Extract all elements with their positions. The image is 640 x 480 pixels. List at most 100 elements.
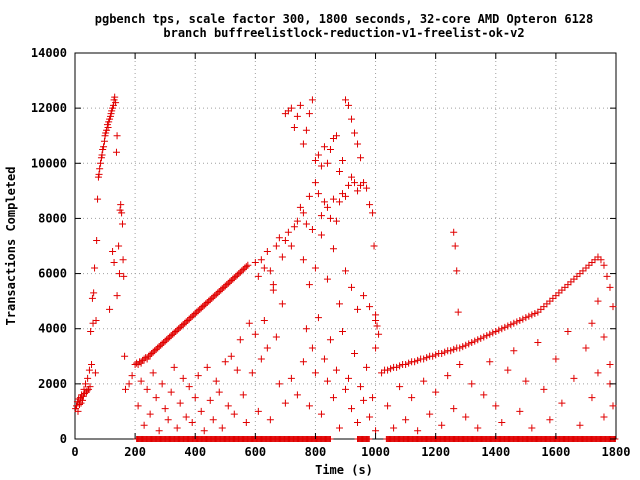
data-point (257, 256, 265, 264)
data-point (317, 162, 325, 170)
data-point (73, 402, 81, 410)
data-point (468, 339, 476, 346)
data-point (112, 148, 120, 156)
data-point (444, 372, 452, 380)
data-point (363, 363, 371, 371)
data-point (432, 388, 440, 396)
x-tick-label: 200 (124, 445, 146, 459)
data-point (88, 294, 96, 302)
data-point (320, 143, 328, 151)
data-point (372, 344, 380, 352)
data-point (405, 359, 413, 367)
plot-border (74, 52, 617, 440)
zero-band (133, 436, 619, 442)
data-point (387, 365, 395, 373)
data-point (317, 231, 325, 239)
data-point (263, 344, 271, 352)
data-point (104, 123, 112, 131)
data-point (161, 405, 169, 413)
data-point (293, 217, 301, 225)
data-point (320, 198, 328, 206)
data-point (600, 333, 608, 341)
data-point (393, 363, 401, 371)
data-point (224, 402, 232, 410)
data-point (299, 209, 307, 217)
data-point (128, 372, 136, 380)
chart-title-line-1: pgbench tps, scale factor 300, 1800 seco… (95, 12, 594, 26)
x-tick-label: 800 (305, 445, 327, 459)
data-point (342, 267, 349, 275)
data-point (100, 143, 108, 151)
data-point (200, 427, 208, 435)
data-point (97, 159, 105, 167)
data-point (272, 242, 280, 250)
data-point (366, 303, 374, 311)
data-point (332, 217, 340, 225)
data-point (113, 132, 121, 140)
data-point (110, 259, 118, 267)
y-tick-label: 6000 (38, 267, 67, 281)
data-point (299, 256, 307, 264)
data-point (600, 413, 608, 421)
data-point (408, 394, 416, 402)
data-point (342, 385, 349, 393)
data-point (329, 195, 337, 203)
data-point (179, 374, 187, 382)
data-point (326, 336, 334, 344)
data-point (302, 220, 310, 228)
data-point (78, 391, 86, 399)
data-point (120, 272, 128, 280)
data-point (332, 132, 340, 140)
data-point (96, 165, 104, 173)
data-point (311, 369, 319, 377)
data-point (260, 316, 268, 324)
data-point (396, 383, 404, 391)
data-point (354, 187, 362, 195)
data-point (525, 312, 533, 320)
data-point (293, 112, 301, 120)
data-point (302, 325, 310, 333)
data-point (498, 325, 506, 333)
data-point (221, 358, 229, 366)
data-point (290, 123, 298, 131)
data-point (345, 181, 353, 189)
data-point (323, 377, 331, 385)
data-point (558, 399, 566, 407)
data-point (348, 115, 356, 123)
data-point (492, 327, 500, 335)
y-axis-ticks: 0 2000 4000 6000 8000 10000 12000 14000 (31, 46, 616, 446)
y-axis-label: Transactions Completed (4, 167, 18, 326)
data-point (326, 214, 334, 222)
data-point (136, 358, 144, 366)
data-point (251, 330, 259, 338)
data-point (486, 358, 494, 366)
data-point (272, 333, 280, 341)
x-tick-label: 1600 (541, 445, 570, 459)
data-point (348, 173, 356, 181)
data-point (74, 407, 82, 415)
data-point (305, 402, 313, 410)
data-point (546, 416, 554, 424)
x-axis-label: Time (s) (315, 463, 373, 477)
data-point-zero (366, 436, 373, 442)
data-point (311, 264, 319, 272)
data-point (504, 366, 512, 374)
data-point (471, 337, 479, 345)
data-point (182, 413, 190, 421)
data-point (609, 303, 617, 311)
data-point (266, 416, 274, 424)
data-point (242, 418, 250, 426)
data-point (305, 110, 313, 118)
data-point (251, 259, 259, 267)
data-point (308, 96, 316, 104)
data-point (504, 322, 512, 330)
data-point (83, 387, 91, 395)
data-point (342, 192, 349, 200)
y-tick-label: 0 (60, 432, 67, 446)
data-point (454, 308, 462, 316)
data-point (242, 263, 250, 271)
data-point (85, 366, 93, 374)
data-point (269, 281, 277, 289)
data-point (227, 352, 235, 360)
